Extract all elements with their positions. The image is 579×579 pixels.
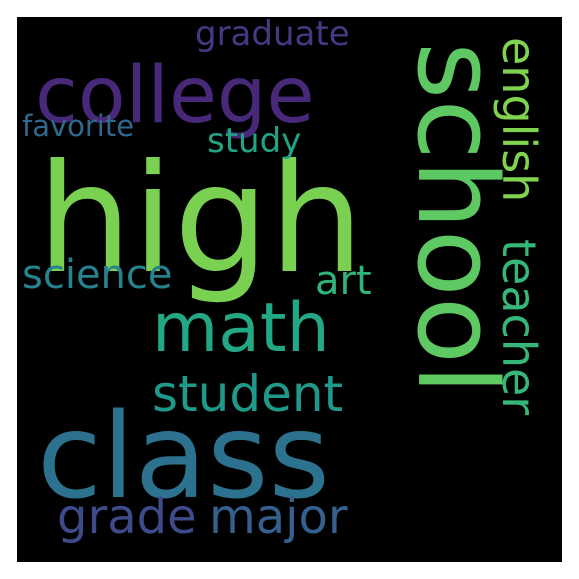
word-art: art	[315, 258, 372, 304]
word-graduate: graduate	[195, 17, 350, 54]
word-math: math	[152, 289, 330, 368]
word-science: science	[22, 252, 173, 298]
word-major: major	[209, 489, 348, 545]
word-study: study	[207, 121, 302, 161]
word-high: high	[37, 133, 365, 307]
word-grade: grade	[57, 489, 197, 545]
word-student: student	[152, 365, 344, 423]
word-class: class	[37, 387, 330, 525]
word-cloud: high college graduate favorite study sci…	[17, 17, 562, 562]
word-college: college	[35, 51, 315, 141]
word-favorite: favorite	[22, 109, 135, 143]
word-english: english	[492, 37, 546, 203]
word-teacher: teacher	[492, 239, 546, 416]
